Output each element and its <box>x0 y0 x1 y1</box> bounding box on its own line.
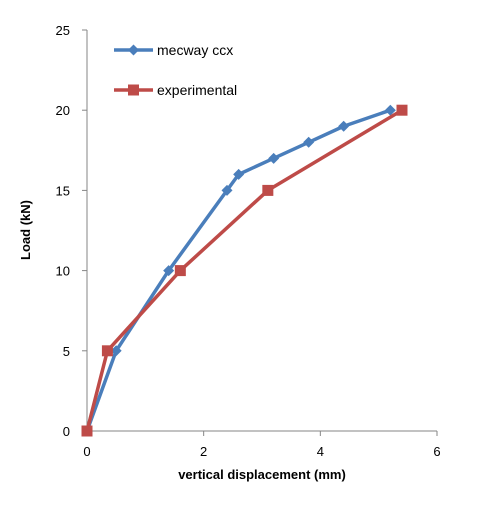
data-point <box>174 265 186 277</box>
x-tick-label: 2 <box>200 444 207 459</box>
legend-item: experimental <box>114 82 237 98</box>
y-tick-label: 5 <box>63 344 70 359</box>
x-tick-label: 6 <box>433 444 440 459</box>
legend-label: experimental <box>157 82 237 98</box>
data-point <box>268 152 280 164</box>
y-tick-label: 25 <box>56 23 70 38</box>
y-tick-label: 15 <box>56 183 70 198</box>
data-point <box>384 104 396 116</box>
data-point <box>110 345 122 357</box>
data-point <box>338 120 350 132</box>
x-axis-title: vertical displacement (mm) <box>178 467 346 482</box>
series-group <box>81 104 408 437</box>
legend-swatch-marker <box>128 44 139 56</box>
data-point <box>101 345 113 357</box>
series-experimental <box>81 104 408 437</box>
series-line <box>85 108 391 432</box>
x-tick-label: 0 <box>83 444 90 459</box>
legend-swatch-marker <box>128 84 139 96</box>
legend-label: mecway ccx <box>157 42 233 58</box>
x-tick-label: 4 <box>317 444 324 459</box>
data-point <box>262 184 274 196</box>
data-point <box>396 104 408 116</box>
legend: mecway ccx experimental <box>114 42 237 98</box>
data-point <box>221 184 233 196</box>
y-tick-label: 10 <box>56 264 70 279</box>
legend-item: mecway ccx <box>114 42 233 58</box>
series-mecway-ccx <box>81 104 396 437</box>
data-point <box>303 136 315 148</box>
y-tick-label: 0 <box>63 424 70 439</box>
series-line <box>85 108 403 432</box>
axes: 0 5 10 15 20 25 0 2 4 6 <box>56 23 441 459</box>
data-point <box>81 425 93 437</box>
y-axis-title: Load (kN) <box>18 200 33 260</box>
data-point <box>233 168 245 180</box>
data-point <box>163 265 175 277</box>
y-tick-label: 20 <box>56 103 70 118</box>
